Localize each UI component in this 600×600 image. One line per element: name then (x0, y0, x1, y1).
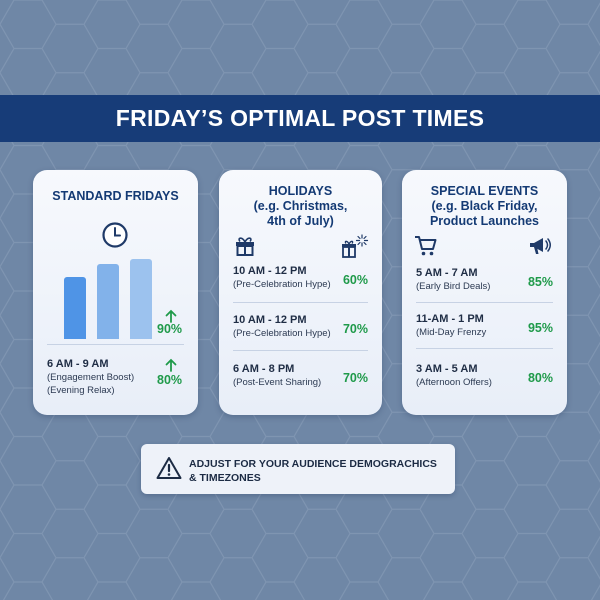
slot-percent: 80% (527, 371, 553, 385)
shopping-cart-icon (415, 236, 437, 256)
time-slot: 6 AM - 8 PM (Post-Event Sharing) 70% (233, 362, 368, 389)
arrow-up-icon (165, 309, 177, 323)
divider (233, 350, 368, 351)
divider (47, 344, 184, 345)
bar (64, 277, 86, 339)
bar (130, 259, 152, 339)
slot-note: (Evening Relax) (47, 385, 115, 396)
special-events-card: SPECIAL EVENTS (e.g. Black Friday, Produ… (402, 170, 567, 415)
slot-time: 6 AM - 9 AM (47, 358, 109, 370)
notice-line: ADJUST FOR YOUR AUDIENCE DEMOGRACHICS (189, 458, 437, 470)
time-slot: 10 AM - 12 PM (Pre-Celebration Hype) 60% (233, 264, 368, 291)
notice-text: ADJUST FOR YOUR AUDIENCE DEMOGRACHICS & … (189, 457, 444, 485)
slot-time: 10 AM - 12 PM (233, 314, 307, 326)
divider (416, 302, 553, 303)
page-title: FRIDAY’S OPTIMAL POST TIMES (115, 105, 485, 131)
time-slot: 11-AM - 1 PM (Mid-Day Frenzy 95% (416, 312, 553, 339)
gift-icon (236, 237, 254, 256)
slot-note: (Afternoon Offers) (416, 377, 492, 388)
slot-note: (Mid-Day Frenzy (416, 327, 487, 338)
slot-time: 5 AM - 7 AM (416, 267, 478, 279)
standard-fridays-card: STANDARD FRIDAYS 90% 6 AM - 9 AM (Engage… (33, 170, 198, 415)
slot-time: 10 AM - 12 PM (233, 265, 307, 277)
card-title-line: HOLIDAYS (268, 184, 333, 198)
card-title-line: 4th of July) (267, 214, 334, 228)
card-title-line: (e.g. Christmas, (253, 199, 348, 213)
time-slot: 10 AM - 12 PM (Pre-Celebration Hype) 70% (233, 313, 368, 340)
slot-time: 11-AM - 1 PM (416, 313, 484, 325)
slot-note: (Post-Event Sharing) (233, 377, 322, 388)
slot-percent: 95% (527, 321, 553, 335)
time-slot: 3 AM - 5 AM (Afternoon Offers) 80% (416, 362, 553, 389)
slot-percent: 70% (342, 371, 368, 385)
card-title: HOLIDAYS (e.g. Christmas, 4th of July) (219, 184, 382, 229)
top-percent: 90% (157, 322, 183, 336)
notice-line: & TIMEZONES (189, 472, 261, 484)
card-title-line: (e.g. Black Friday, (431, 199, 538, 213)
arrow-up-icon (165, 358, 177, 372)
title-banner: FRIDAY’S OPTIMAL POST TIMES (0, 95, 600, 142)
slot-note: (Early Bird Deals) (416, 281, 491, 292)
divider (233, 302, 368, 303)
time-slot: 6 AM - 9 AM (Engagement Boost) (Evening … (47, 357, 184, 397)
megaphone-icon (530, 238, 551, 254)
advice-notice: ADJUST FOR YOUR AUDIENCE DEMOGRACHICS & … (141, 444, 455, 494)
slot-time: 3 AM - 5 AM (416, 363, 478, 375)
holidays-card: HOLIDAYS (e.g. Christmas, 4th of July) 1… (219, 170, 382, 415)
slot-note: (Pre-Celebration Hype) (233, 279, 331, 290)
slot-note: (Pre-Celebration Hype) (233, 328, 331, 339)
bar (97, 264, 119, 339)
card-title: SPECIAL EVENTS (e.g. Black Friday, Produ… (402, 184, 567, 229)
slot-percent: 85% (527, 275, 553, 289)
clock-icon (102, 222, 128, 248)
card-title-line: SPECIAL EVENTS (430, 184, 539, 198)
gift-sparkle-icon (342, 234, 369, 258)
card-title: STANDARD FRIDAYS (52, 189, 179, 203)
slot-percent: 80% (157, 373, 183, 387)
warning-icon (156, 457, 182, 479)
slot-time: 6 AM - 8 PM (233, 363, 295, 375)
slot-note: (Engagement Boost) (47, 372, 135, 383)
slot-percent: 60% (342, 273, 368, 287)
time-slot: 5 AM - 7 AM (Early Bird Deals) 85% (416, 266, 553, 293)
card-title-line: Product Launches (429, 214, 540, 228)
divider (416, 348, 553, 349)
slot-percent: 70% (342, 322, 368, 336)
